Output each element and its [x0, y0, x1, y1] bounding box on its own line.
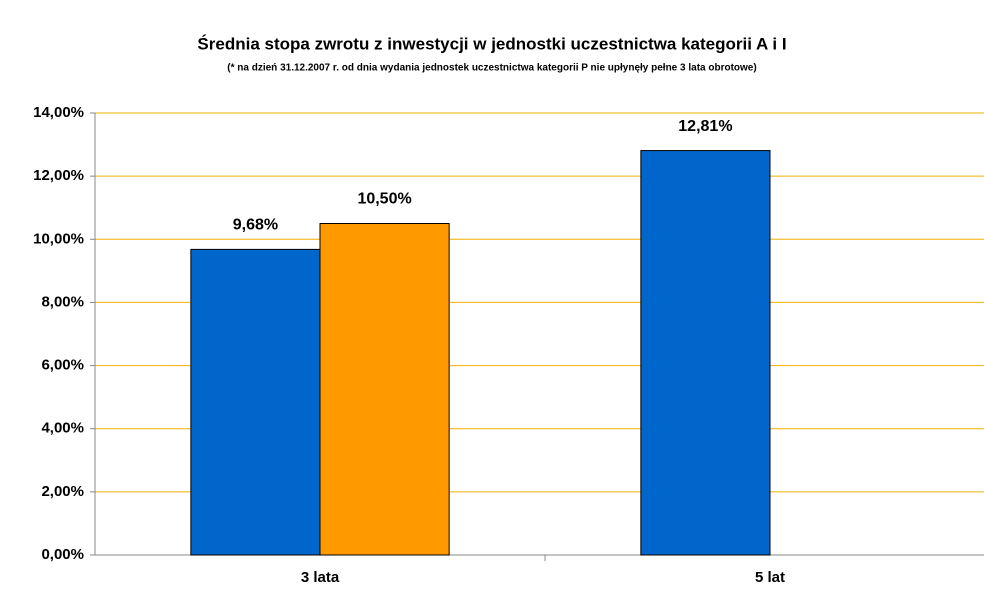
y-tick-label: 4,00% [41, 420, 84, 437]
y-tick-label: 8,00% [41, 293, 84, 310]
x-tick-label: 5 lat [755, 569, 785, 586]
bar [640, 150, 771, 556]
y-tick-label: 12,00% [33, 167, 84, 184]
y-tick-label: 6,00% [41, 357, 84, 374]
bar [190, 248, 321, 556]
data-label: 12,81% [678, 118, 732, 135]
y-tick-label: 14,00% [33, 104, 84, 121]
x-tick-label: 3 lata [301, 569, 340, 586]
y-tick-label: 2,00% [41, 483, 84, 500]
bar [319, 223, 450, 556]
chart-title: Średnia stopa zwrotu z inwestycji w jedn… [197, 34, 786, 53]
chart-subtitle: (* na dzień 31.12.2007 r. od dnia wydani… [227, 63, 756, 74]
y-tick-label: 0,00% [41, 546, 84, 563]
y-tick-label: 10,00% [33, 230, 84, 247]
data-label: 9,68% [233, 217, 278, 234]
data-label: 10,50% [357, 191, 411, 208]
